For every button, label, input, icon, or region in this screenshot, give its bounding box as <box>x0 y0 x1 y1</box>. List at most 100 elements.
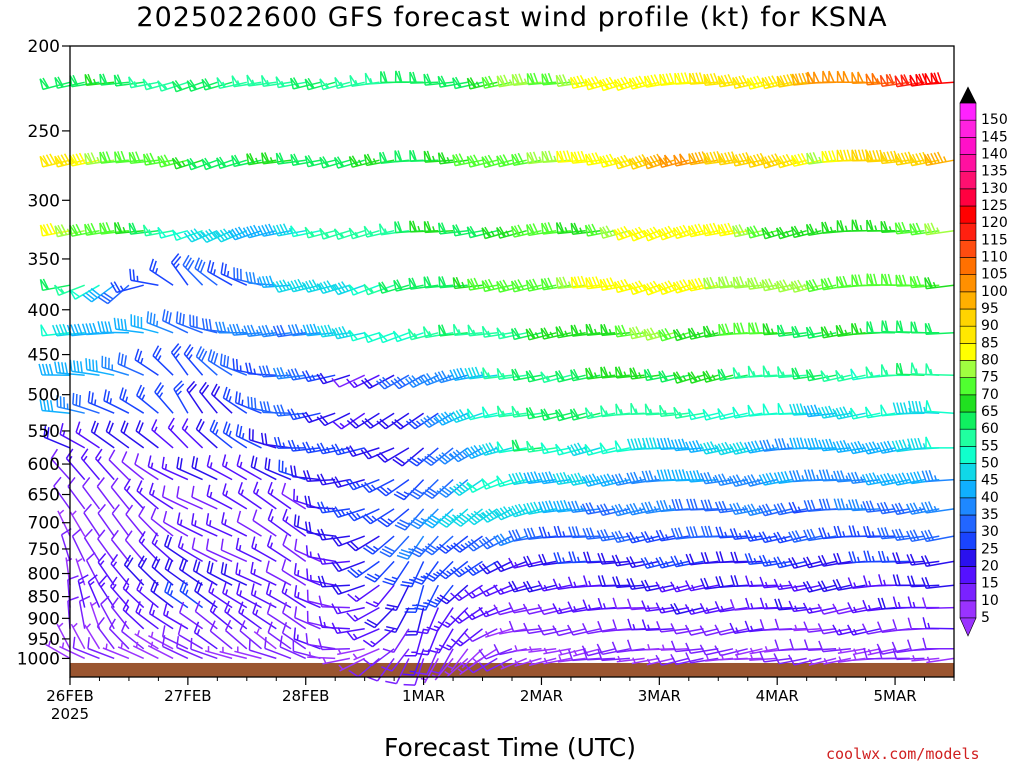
wind-barb <box>87 391 115 414</box>
terrain-fill <box>70 662 954 677</box>
wind-barb <box>436 584 469 605</box>
wind-barb <box>85 358 115 376</box>
wind-barb <box>404 628 425 657</box>
wind-barb <box>250 561 277 586</box>
colorbar-swatch <box>959 531 977 550</box>
wind-barb <box>175 311 203 334</box>
wind-barb <box>192 559 218 586</box>
wind-barb <box>135 601 159 630</box>
wind-barb <box>377 508 410 528</box>
wind-barb <box>478 560 513 575</box>
wind-barb <box>213 228 248 243</box>
wind-barb <box>179 580 204 609</box>
wind-barb <box>252 481 277 510</box>
x-tick-label: 4MAR <box>756 687 799 705</box>
wind-barb <box>84 623 101 650</box>
wind-barb <box>920 555 955 568</box>
wind-barb <box>484 628 513 638</box>
wind-barb <box>173 380 189 414</box>
wind-barb <box>421 447 454 467</box>
wind-barb <box>124 530 145 562</box>
wind-barb <box>305 545 336 563</box>
wind-barb <box>287 408 321 421</box>
wind-barb <box>450 628 483 647</box>
colorbar-swatch <box>959 394 977 413</box>
wind-barb <box>347 560 380 579</box>
wind-barb <box>281 601 307 630</box>
wind-barb <box>908 400 940 414</box>
wind-barb <box>808 657 837 666</box>
wind-barb <box>543 647 572 655</box>
wind-barb <box>167 417 189 449</box>
wind-barb <box>162 603 189 630</box>
wind-barb <box>376 478 410 497</box>
wind-barb <box>306 568 336 586</box>
wind-barb <box>478 508 513 523</box>
wind-barb <box>90 420 115 449</box>
wind-barb <box>57 509 71 537</box>
wind-barb <box>322 657 351 665</box>
wind-barb <box>316 280 351 295</box>
wind-barb <box>134 453 159 481</box>
wind-barb <box>307 651 336 660</box>
wind-barb <box>449 447 483 463</box>
wind-barb <box>364 560 395 583</box>
wind-barb <box>422 479 454 500</box>
chart-title: 2025022600 GFS forecast wind profile (kt… <box>136 2 888 33</box>
wind-barb <box>103 389 130 414</box>
colorbar-label: 150 <box>981 112 1008 128</box>
wind-barb <box>264 457 292 481</box>
wind-barb <box>222 421 248 449</box>
colorbar-swatch <box>959 257 977 275</box>
wind-barb <box>122 577 145 609</box>
colorbar-label: 85 <box>981 335 999 351</box>
y-tick-label: 550 <box>28 422 60 442</box>
wind-barb <box>304 495 336 510</box>
wind-barb <box>921 597 955 610</box>
y-tick-label: 200 <box>28 37 60 57</box>
wind-barb <box>195 418 218 449</box>
wind-barb <box>405 607 425 636</box>
wind-barb <box>925 436 954 449</box>
wind-barb <box>224 619 248 650</box>
wind-barb <box>69 359 100 376</box>
wind-barb <box>408 535 439 558</box>
wind-barb <box>235 424 262 449</box>
wind-barb <box>331 443 365 456</box>
wind-barb <box>191 513 218 537</box>
wind-barb <box>75 421 100 449</box>
wind-barb <box>362 628 395 648</box>
wind-barb <box>206 455 233 481</box>
wind-barb <box>567 472 601 486</box>
wind-barb <box>135 420 159 449</box>
wind-barb <box>294 585 321 609</box>
wind-barb <box>138 505 159 537</box>
colorbar-swatch <box>959 514 977 533</box>
wind-barb <box>331 583 365 596</box>
wind-barb <box>252 602 277 630</box>
wind-barb <box>120 420 145 449</box>
wind-barb <box>151 556 174 586</box>
wind-barb <box>923 151 955 167</box>
wind-barb <box>267 621 292 650</box>
wind-barb <box>450 606 483 624</box>
wind-barb <box>219 353 248 376</box>
wind-barb <box>171 229 203 242</box>
colorbar-swatch <box>959 583 977 602</box>
colorbar-label: 5 <box>981 610 990 626</box>
colorbar-label: 10 <box>981 593 999 609</box>
y-tick-label: 700 <box>28 514 60 534</box>
wind-barb <box>176 636 203 660</box>
wind-barb <box>130 314 159 334</box>
wind-barb <box>258 275 292 289</box>
wind-barb <box>161 456 189 481</box>
wind-barb <box>53 476 71 510</box>
wind-barb <box>316 412 351 427</box>
wind-barb <box>265 582 292 609</box>
colorbar-label: 125 <box>981 198 1008 214</box>
wind-barb <box>364 607 395 629</box>
wind-barb <box>514 657 542 667</box>
wind-barb <box>234 391 262 414</box>
wind-barb <box>138 531 159 562</box>
